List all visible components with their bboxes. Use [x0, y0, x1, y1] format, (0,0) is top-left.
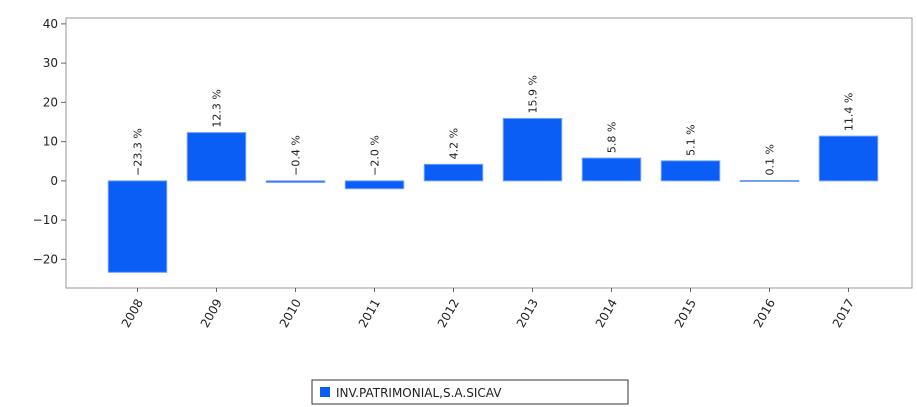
value-label: −0.4 % — [290, 135, 303, 176]
x-tick-label: 2009 — [198, 297, 225, 330]
bar — [265, 180, 326, 183]
legend-label: INV.PATRIMONIAL,S.A.SICAV — [336, 386, 502, 400]
y-tick-label: −20 — [33, 252, 58, 266]
y-tick-label: −10 — [33, 213, 58, 227]
y-tick-label: 0 — [50, 174, 58, 188]
bar — [739, 179, 800, 182]
y-tick-label: 30 — [43, 56, 58, 70]
value-label: 11.4 % — [843, 93, 856, 131]
x-tick-label: 2013 — [514, 297, 541, 330]
value-label: 12.3 % — [211, 89, 224, 127]
legend — [311, 379, 629, 405]
y-tick-label: 20 — [43, 95, 58, 109]
bar — [660, 160, 721, 182]
x-tick-label: 2015 — [672, 297, 699, 330]
plot-frame — [65, 17, 913, 289]
bar — [423, 163, 484, 182]
value-label: 4.2 % — [448, 128, 461, 159]
x-tick-label: 2011 — [356, 297, 383, 330]
x-tick-label: 2008 — [119, 297, 146, 330]
x-tick-label: 2014 — [593, 297, 620, 330]
x-tick-label: 2010 — [277, 297, 304, 330]
y-tick-label: 40 — [43, 17, 58, 31]
x-tick-label: 2016 — [751, 297, 778, 330]
bar — [186, 132, 247, 182]
bar — [502, 117, 563, 182]
value-label: 15.9 % — [527, 75, 540, 113]
value-label: −23.3 % — [132, 128, 145, 176]
bar — [818, 135, 879, 182]
value-label: 5.8 % — [606, 122, 619, 153]
bar — [107, 180, 168, 273]
value-label: 0.1 % — [764, 144, 777, 175]
x-tick-label: 2012 — [435, 297, 462, 330]
value-label: −2.0 % — [369, 135, 382, 176]
legend-swatch — [320, 387, 330, 397]
value-label: 5.1 % — [685, 124, 698, 155]
x-tick-label: 2017 — [830, 297, 857, 330]
bar — [581, 157, 642, 182]
y-tick-label: 10 — [43, 135, 58, 149]
bar — [344, 180, 405, 190]
